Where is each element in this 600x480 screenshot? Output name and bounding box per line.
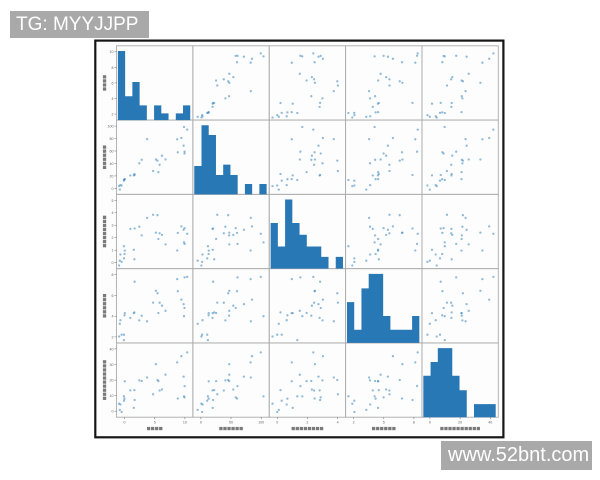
svg-text:30: 30 <box>110 363 114 367</box>
svg-text:4: 4 <box>112 97 114 101</box>
svg-text:10: 10 <box>110 50 114 54</box>
svg-text:4: 4 <box>112 211 114 215</box>
svg-text:5: 5 <box>383 421 385 425</box>
svg-text:0: 0 <box>200 421 202 425</box>
svg-text:8: 8 <box>112 66 114 70</box>
svg-text:40: 40 <box>110 347 114 351</box>
svg-text:2: 2 <box>306 421 308 425</box>
svg-text:6: 6 <box>112 294 114 298</box>
svg-text:10: 10 <box>183 421 187 425</box>
svg-text:20: 20 <box>458 421 462 425</box>
svg-text:50: 50 <box>229 421 233 425</box>
svg-text:2: 2 <box>112 113 114 117</box>
svg-text:0: 0 <box>429 421 431 425</box>
svg-text:2: 2 <box>112 335 114 339</box>
svg-text:2: 2 <box>353 421 355 425</box>
svg-text:0: 0 <box>124 421 126 425</box>
svg-text:60: 60 <box>110 149 114 153</box>
svg-text:1: 1 <box>112 249 114 253</box>
svg-text:40: 40 <box>488 421 492 425</box>
svg-text:4: 4 <box>337 421 339 425</box>
svg-text:0: 0 <box>112 261 114 265</box>
svg-text:3: 3 <box>112 224 114 228</box>
svg-text:0: 0 <box>112 187 114 191</box>
svg-text:20: 20 <box>110 174 114 178</box>
svg-text:8: 8 <box>413 421 415 425</box>
svg-text:0: 0 <box>112 410 114 414</box>
svg-text:80: 80 <box>110 137 114 141</box>
svg-text:2: 2 <box>112 236 114 240</box>
svg-text:5: 5 <box>112 199 114 203</box>
svg-text:5: 5 <box>154 421 156 425</box>
svg-text:4: 4 <box>112 315 114 319</box>
svg-text:20: 20 <box>110 379 114 383</box>
svg-text:100: 100 <box>108 125 114 129</box>
svg-text:10: 10 <box>110 394 114 398</box>
svg-text:6: 6 <box>112 81 114 85</box>
svg-text:8: 8 <box>112 273 114 277</box>
svg-text:40: 40 <box>110 162 114 166</box>
svg-text:100: 100 <box>258 421 264 425</box>
svg-text:0: 0 <box>276 421 278 425</box>
